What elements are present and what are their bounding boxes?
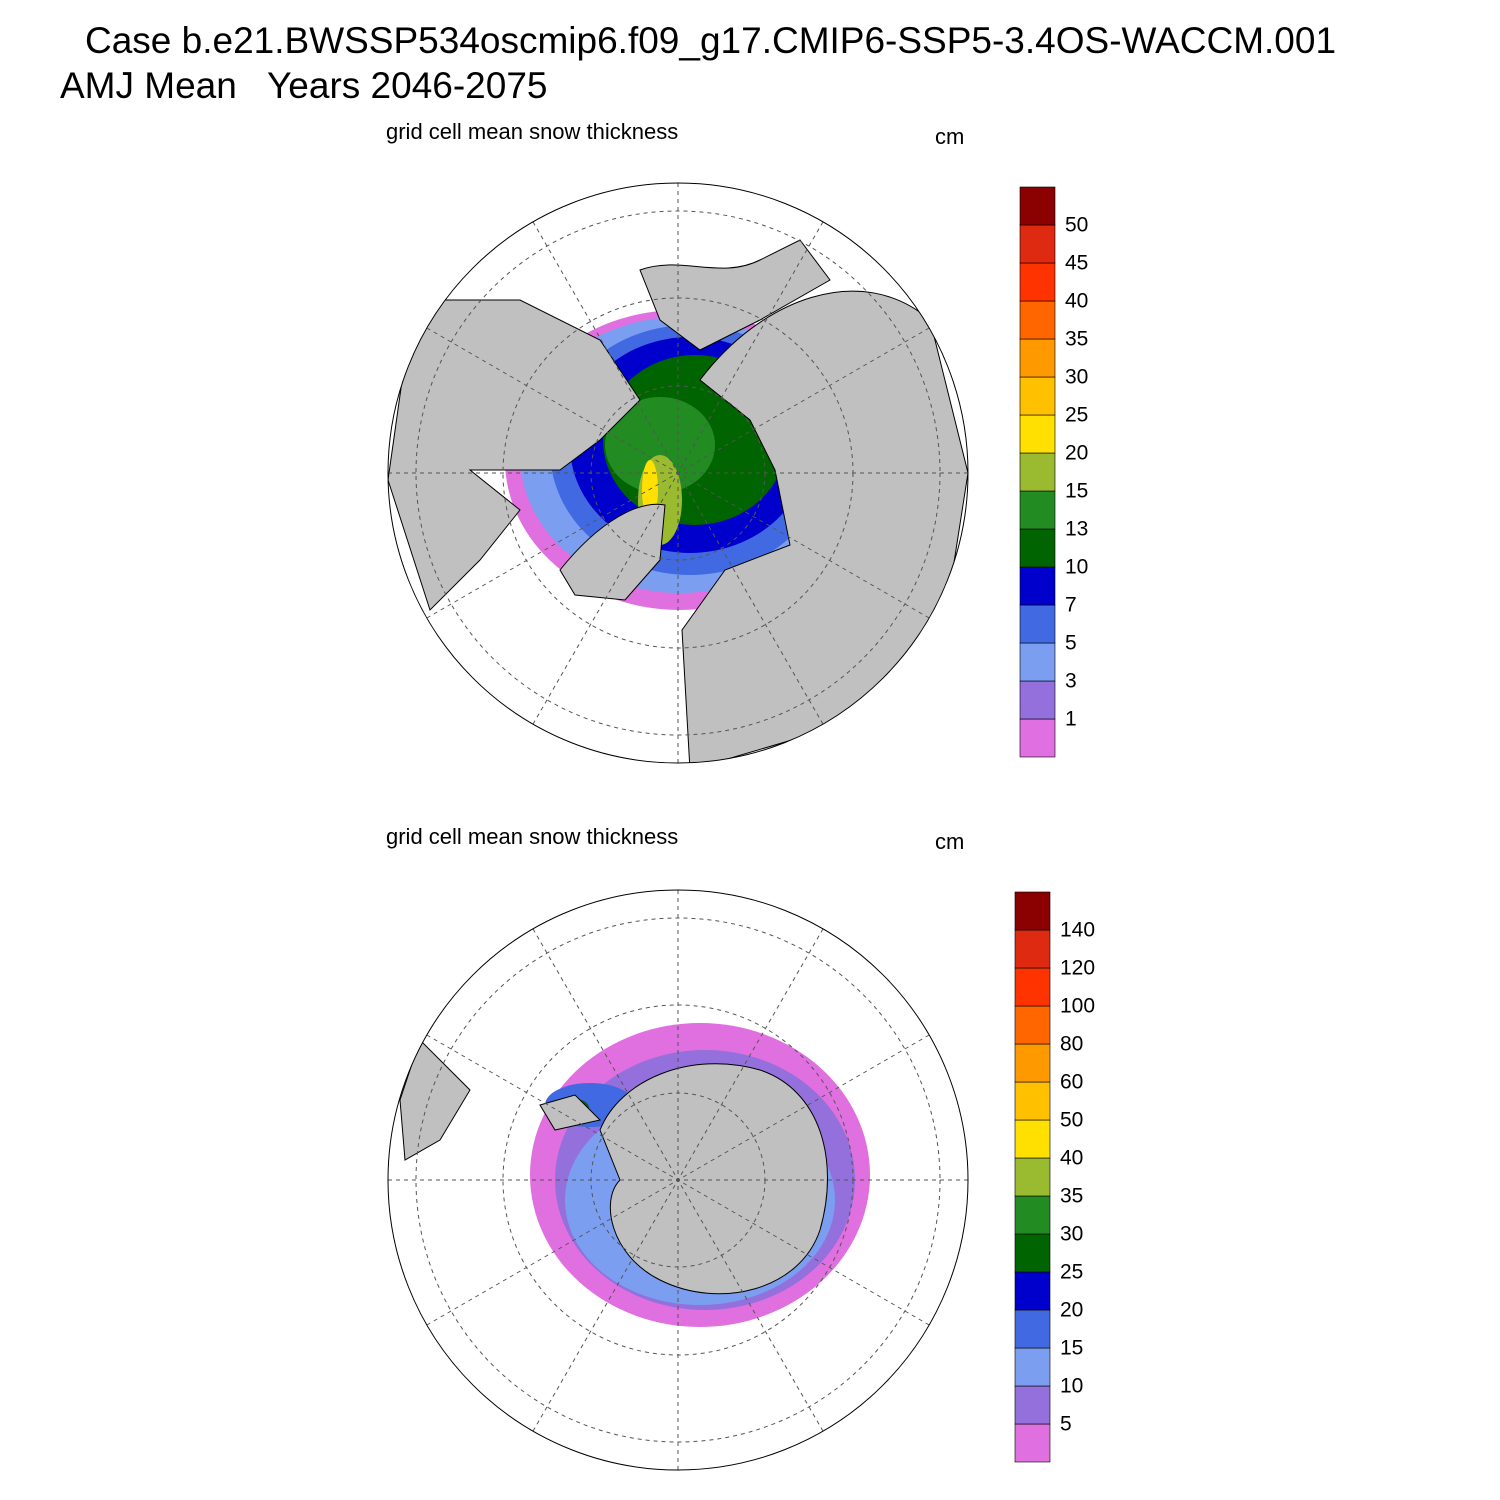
units-label: cm xyxy=(935,124,964,149)
colorbar-box xyxy=(1019,300,1056,340)
colorbar-box xyxy=(1019,376,1056,416)
map-border xyxy=(387,182,969,764)
colorbar-label: 40 xyxy=(1060,1147,1083,1170)
colorbar-box xyxy=(1019,528,1056,568)
land xyxy=(388,299,641,611)
land xyxy=(559,503,666,601)
colorbar-box xyxy=(1019,566,1056,606)
panel-title: grid cell mean snow thickness xyxy=(386,824,678,849)
colorbar-label: 25 xyxy=(1065,404,1088,427)
longitude-line xyxy=(426,1034,930,1326)
colorbar-box xyxy=(1014,1233,1051,1273)
colorbar-label: 20 xyxy=(1065,442,1088,465)
land xyxy=(539,1094,601,1131)
colorbar-box xyxy=(1014,1271,1051,1311)
map xyxy=(388,183,968,763)
colorbar-label: 5 xyxy=(1060,1413,1072,1436)
longitude-line xyxy=(426,327,930,619)
map xyxy=(388,890,968,1470)
colorbar-label: 1 xyxy=(1065,708,1077,731)
title-line: AMJ Mean Years 2046-2075 xyxy=(60,65,548,106)
colorbar-box xyxy=(1014,1195,1051,1235)
colorbar-box xyxy=(1019,262,1056,302)
colorbar-label: 20 xyxy=(1060,1299,1083,1322)
colorbar-box xyxy=(1019,718,1056,758)
colorbar-box xyxy=(1014,1119,1051,1159)
title-line: Case b.e21.BWSSP534oscmip6.f09_g17.CMIP6… xyxy=(85,20,1336,61)
colorbar-box xyxy=(1014,891,1051,931)
colorbar-label: 30 xyxy=(1065,366,1088,389)
colorbar-label: 15 xyxy=(1065,480,1088,503)
colorbar-label: 50 xyxy=(1060,1109,1083,1132)
colorbar-box xyxy=(1019,604,1056,644)
snow-region xyxy=(605,397,715,493)
colorbar-box xyxy=(1019,642,1056,682)
colorbar-box xyxy=(1019,414,1056,454)
colorbar-box xyxy=(1019,338,1056,378)
units-label: cm xyxy=(935,829,964,854)
land xyxy=(681,290,968,763)
colorbar-box xyxy=(1014,967,1051,1007)
colorbar-label: 80 xyxy=(1060,1033,1083,1056)
colorbar-label: 140 xyxy=(1060,919,1095,942)
colorbar-label: 25 xyxy=(1060,1261,1083,1284)
colorbar-box xyxy=(1014,1005,1051,1045)
colorbar-label: 10 xyxy=(1065,556,1088,579)
colorbar-box xyxy=(1014,1385,1051,1425)
colorbar-label: 120 xyxy=(1060,957,1095,980)
colorbar-box xyxy=(1014,1043,1051,1083)
colorbar-label: 100 xyxy=(1060,995,1095,1018)
colorbar-label: 50 xyxy=(1065,214,1088,237)
colorbar-box xyxy=(1019,452,1056,492)
colorbar-box xyxy=(1014,1081,1051,1121)
land xyxy=(639,239,831,351)
colorbar-label: 60 xyxy=(1060,1071,1083,1094)
colorbar-box xyxy=(1014,1423,1051,1463)
colorbar-box xyxy=(1014,1157,1051,1197)
panel-title: grid cell mean snow thickness xyxy=(386,119,678,144)
colorbar-label: 10 xyxy=(1060,1375,1083,1398)
colorbar-box xyxy=(1019,186,1056,226)
colorbar-label: 7 xyxy=(1065,594,1077,617)
colorbar-box xyxy=(1019,224,1056,264)
map-border xyxy=(387,889,969,1471)
colorbar-label: 35 xyxy=(1065,328,1088,351)
colorbar-label: 35 xyxy=(1060,1185,1083,1208)
colorbar-label: 5 xyxy=(1065,632,1077,655)
colorbar-label: 3 xyxy=(1065,670,1077,693)
colorbar-box xyxy=(1014,1347,1051,1387)
colorbar-box xyxy=(1019,490,1056,530)
colorbar-box xyxy=(1014,1309,1051,1349)
colorbar-box xyxy=(1014,929,1051,969)
colorbar-label: 30 xyxy=(1060,1223,1083,1246)
colorbar-label: 45 xyxy=(1065,252,1088,275)
colorbar-label: 40 xyxy=(1065,290,1088,313)
colorbar-box xyxy=(1019,680,1056,720)
colorbar-label: 13 xyxy=(1065,518,1088,541)
colorbar-label: 15 xyxy=(1060,1337,1083,1360)
land xyxy=(599,1063,828,1295)
